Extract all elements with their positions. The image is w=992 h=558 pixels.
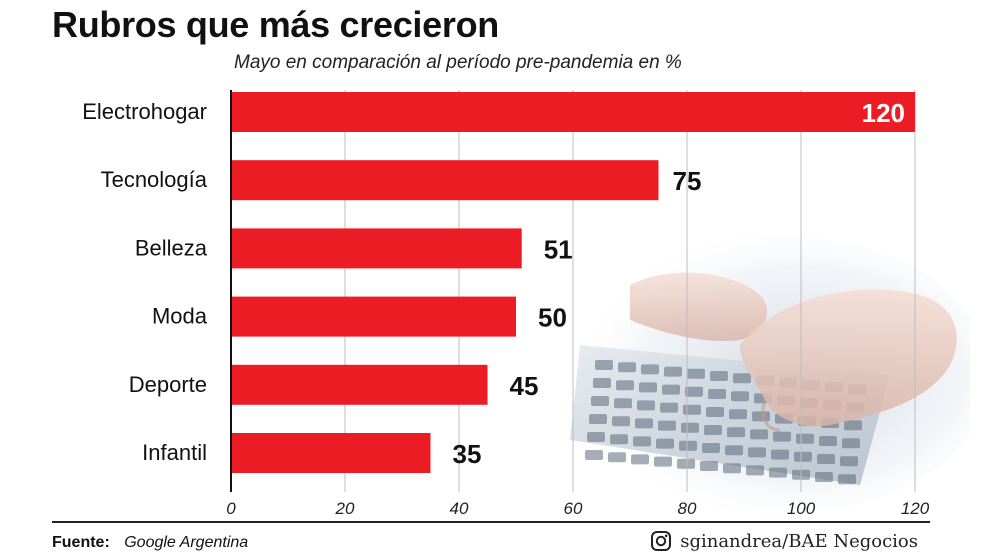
data-label: 50 xyxy=(538,303,567,333)
footer-divider xyxy=(52,521,930,523)
chart-subtitle: Mayo en comparación al período pre-pande… xyxy=(234,52,682,73)
x-tick-label: 100 xyxy=(787,499,816,518)
bar-deporte xyxy=(231,364,488,405)
source-label: Fuente: xyxy=(52,534,110,551)
category-labels: Electrohogar 120 Tecnología 75 Belleza 51 Moda… xyxy=(82,98,905,469)
category-label: Moda xyxy=(152,304,208,329)
category-label: Infantil xyxy=(142,440,207,465)
instagram-icon xyxy=(651,531,672,551)
bar-belleza xyxy=(231,228,522,269)
chart-title: Rubros que más crecieron xyxy=(52,4,499,45)
credit: sginandrea/BAE Negocios xyxy=(650,530,918,552)
x-tick-label: 20 xyxy=(335,499,355,518)
grid-lines xyxy=(344,90,916,492)
data-label: 45 xyxy=(510,371,539,401)
bar-infantil xyxy=(231,433,431,473)
credit-text: sginandrea/BAE Negocios xyxy=(680,530,918,552)
bar-electrohogar xyxy=(231,92,915,132)
data-label: 75 xyxy=(673,166,702,196)
x-tick-label: 80 xyxy=(678,499,697,518)
bar-tecnología xyxy=(231,160,659,201)
bar-moda xyxy=(231,296,516,337)
source-value: Google Argentina xyxy=(124,534,249,551)
category-label: Belleza xyxy=(135,235,208,260)
data-label: 35 xyxy=(453,439,482,469)
x-tick-label: 40 xyxy=(450,499,469,518)
x-tick-label: 0 xyxy=(226,499,236,518)
x-tick-label: 120 xyxy=(901,499,930,518)
category-label: Deporte xyxy=(129,372,207,397)
x-tick-label: 60 xyxy=(564,499,583,518)
source-line: Fuente: Google Argentina xyxy=(52,534,248,552)
category-label: Electrohogar xyxy=(82,99,207,124)
x-tick-labels: 0 20 40 60 80 100 120 xyxy=(226,499,929,518)
data-label: 120 xyxy=(862,98,905,128)
bars xyxy=(231,92,915,473)
data-label: 51 xyxy=(544,234,573,264)
category-label: Tecnología xyxy=(101,167,208,192)
